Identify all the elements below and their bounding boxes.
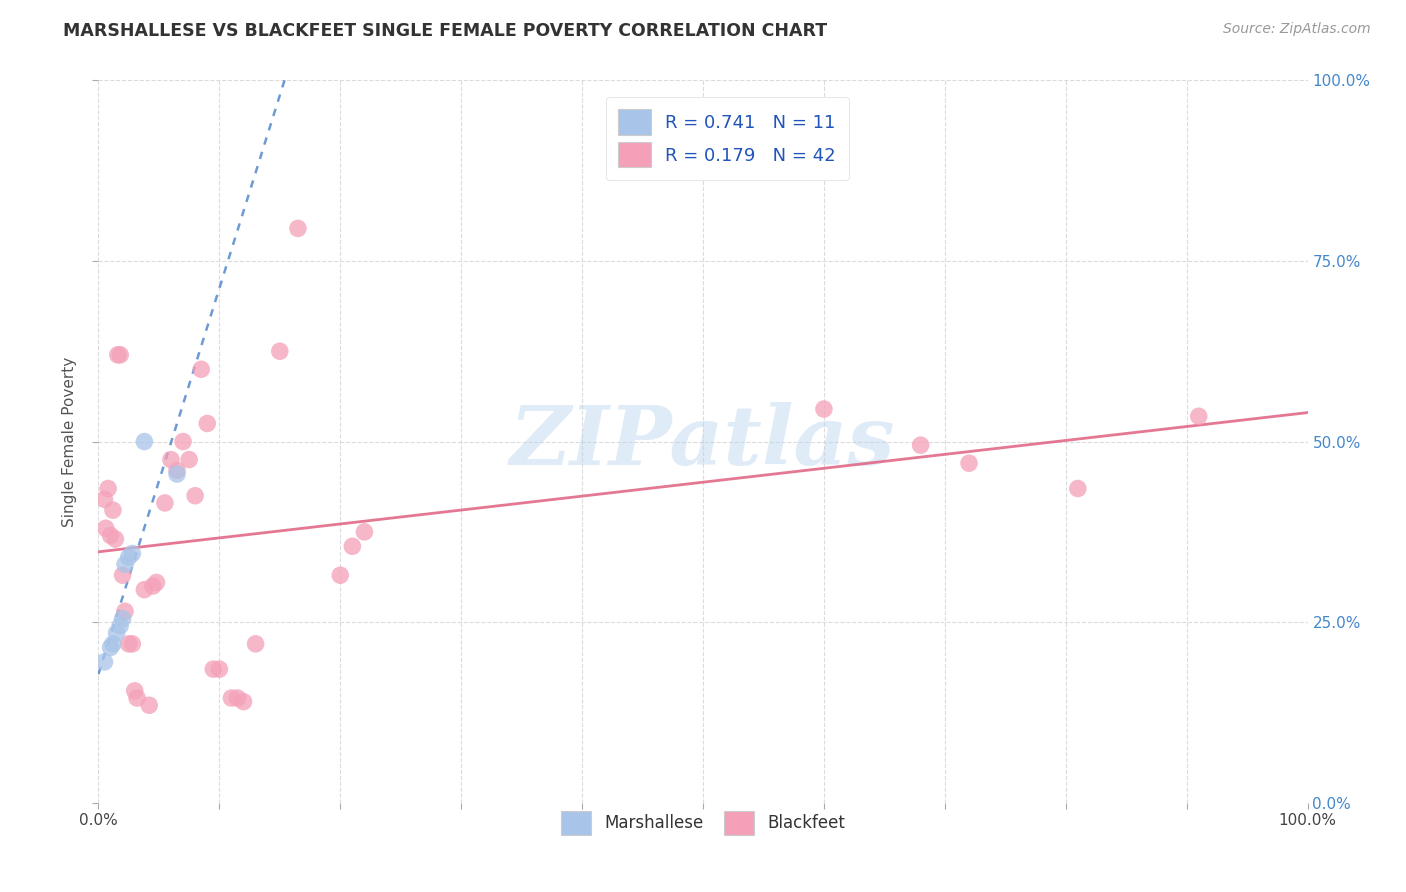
Point [114,558,136,572]
Point [202,662,225,676]
Point [134,434,156,449]
Point [287,221,309,235]
Point [100,640,122,655]
Point [142,579,165,593]
Point [184,489,207,503]
Point [153,496,176,510]
Legend: Marshallese, Blackfeet: Marshallese, Blackfeet [554,805,852,841]
Point [145,575,167,590]
Point [342,539,364,553]
Point [118,637,141,651]
Point [107,348,129,362]
Point [245,637,267,651]
Point [353,524,375,539]
Point [232,695,254,709]
Point [226,691,249,706]
Point [138,698,160,713]
Text: Source: ZipAtlas.com: Source: ZipAtlas.com [1223,22,1371,37]
Point [108,619,131,633]
Point [93,655,115,669]
Point [269,344,291,359]
Point [114,604,136,618]
Point [111,568,134,582]
Point [121,547,143,561]
Point [1067,482,1090,496]
Point [195,417,218,431]
Point [166,463,188,477]
Point [134,582,156,597]
Point [105,626,128,640]
Point [121,637,143,651]
Point [957,456,980,470]
Point [104,532,127,546]
Text: ZIPatlas: ZIPatlas [510,401,896,482]
Point [179,452,201,467]
Point [93,492,115,507]
Point [127,691,149,706]
Point [813,402,835,417]
Point [172,434,194,449]
Point [221,691,243,706]
Point [111,611,134,625]
Point [101,503,124,517]
Point [208,662,231,676]
Point [118,550,141,565]
Point [124,683,146,698]
Point [190,362,212,376]
Point [1188,409,1211,424]
Point [100,528,122,542]
Point [329,568,352,582]
Text: MARSHALLESE VS BLACKFEET SINGLE FEMALE POVERTY CORRELATION CHART: MARSHALLESE VS BLACKFEET SINGLE FEMALE P… [63,22,827,40]
Point [160,452,183,467]
Point [97,482,120,496]
Y-axis label: Single Female Poverty: Single Female Poverty [62,357,77,526]
Point [94,521,117,535]
Point [166,467,188,481]
Point [101,637,124,651]
Point [108,348,131,362]
Point [910,438,932,452]
